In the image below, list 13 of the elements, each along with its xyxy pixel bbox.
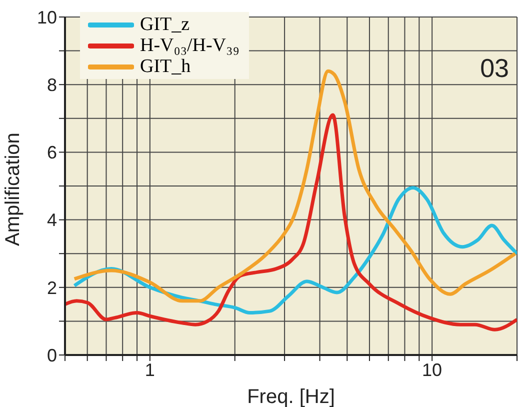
y-tick-label: 6 — [46, 142, 57, 163]
legend-label: H-V₀₃/H-V₃₉ — [140, 35, 240, 56]
y-tick-label: 10 — [36, 7, 57, 28]
annotation: 03 — [477, 53, 512, 83]
legend-label: GIT_h — [140, 56, 191, 77]
legend-label: GIT_z — [140, 14, 190, 35]
y-tick-label: 8 — [46, 74, 57, 95]
x-tick-label: 1 — [144, 360, 155, 380]
y-tick-label: 2 — [46, 278, 57, 298]
y-axis-title: Amplification — [2, 132, 24, 246]
x-axis-title: Freq. [Hz] — [247, 386, 335, 407]
y-tick-label: 4 — [46, 210, 57, 230]
y-tick-label: 0 — [46, 345, 57, 366]
